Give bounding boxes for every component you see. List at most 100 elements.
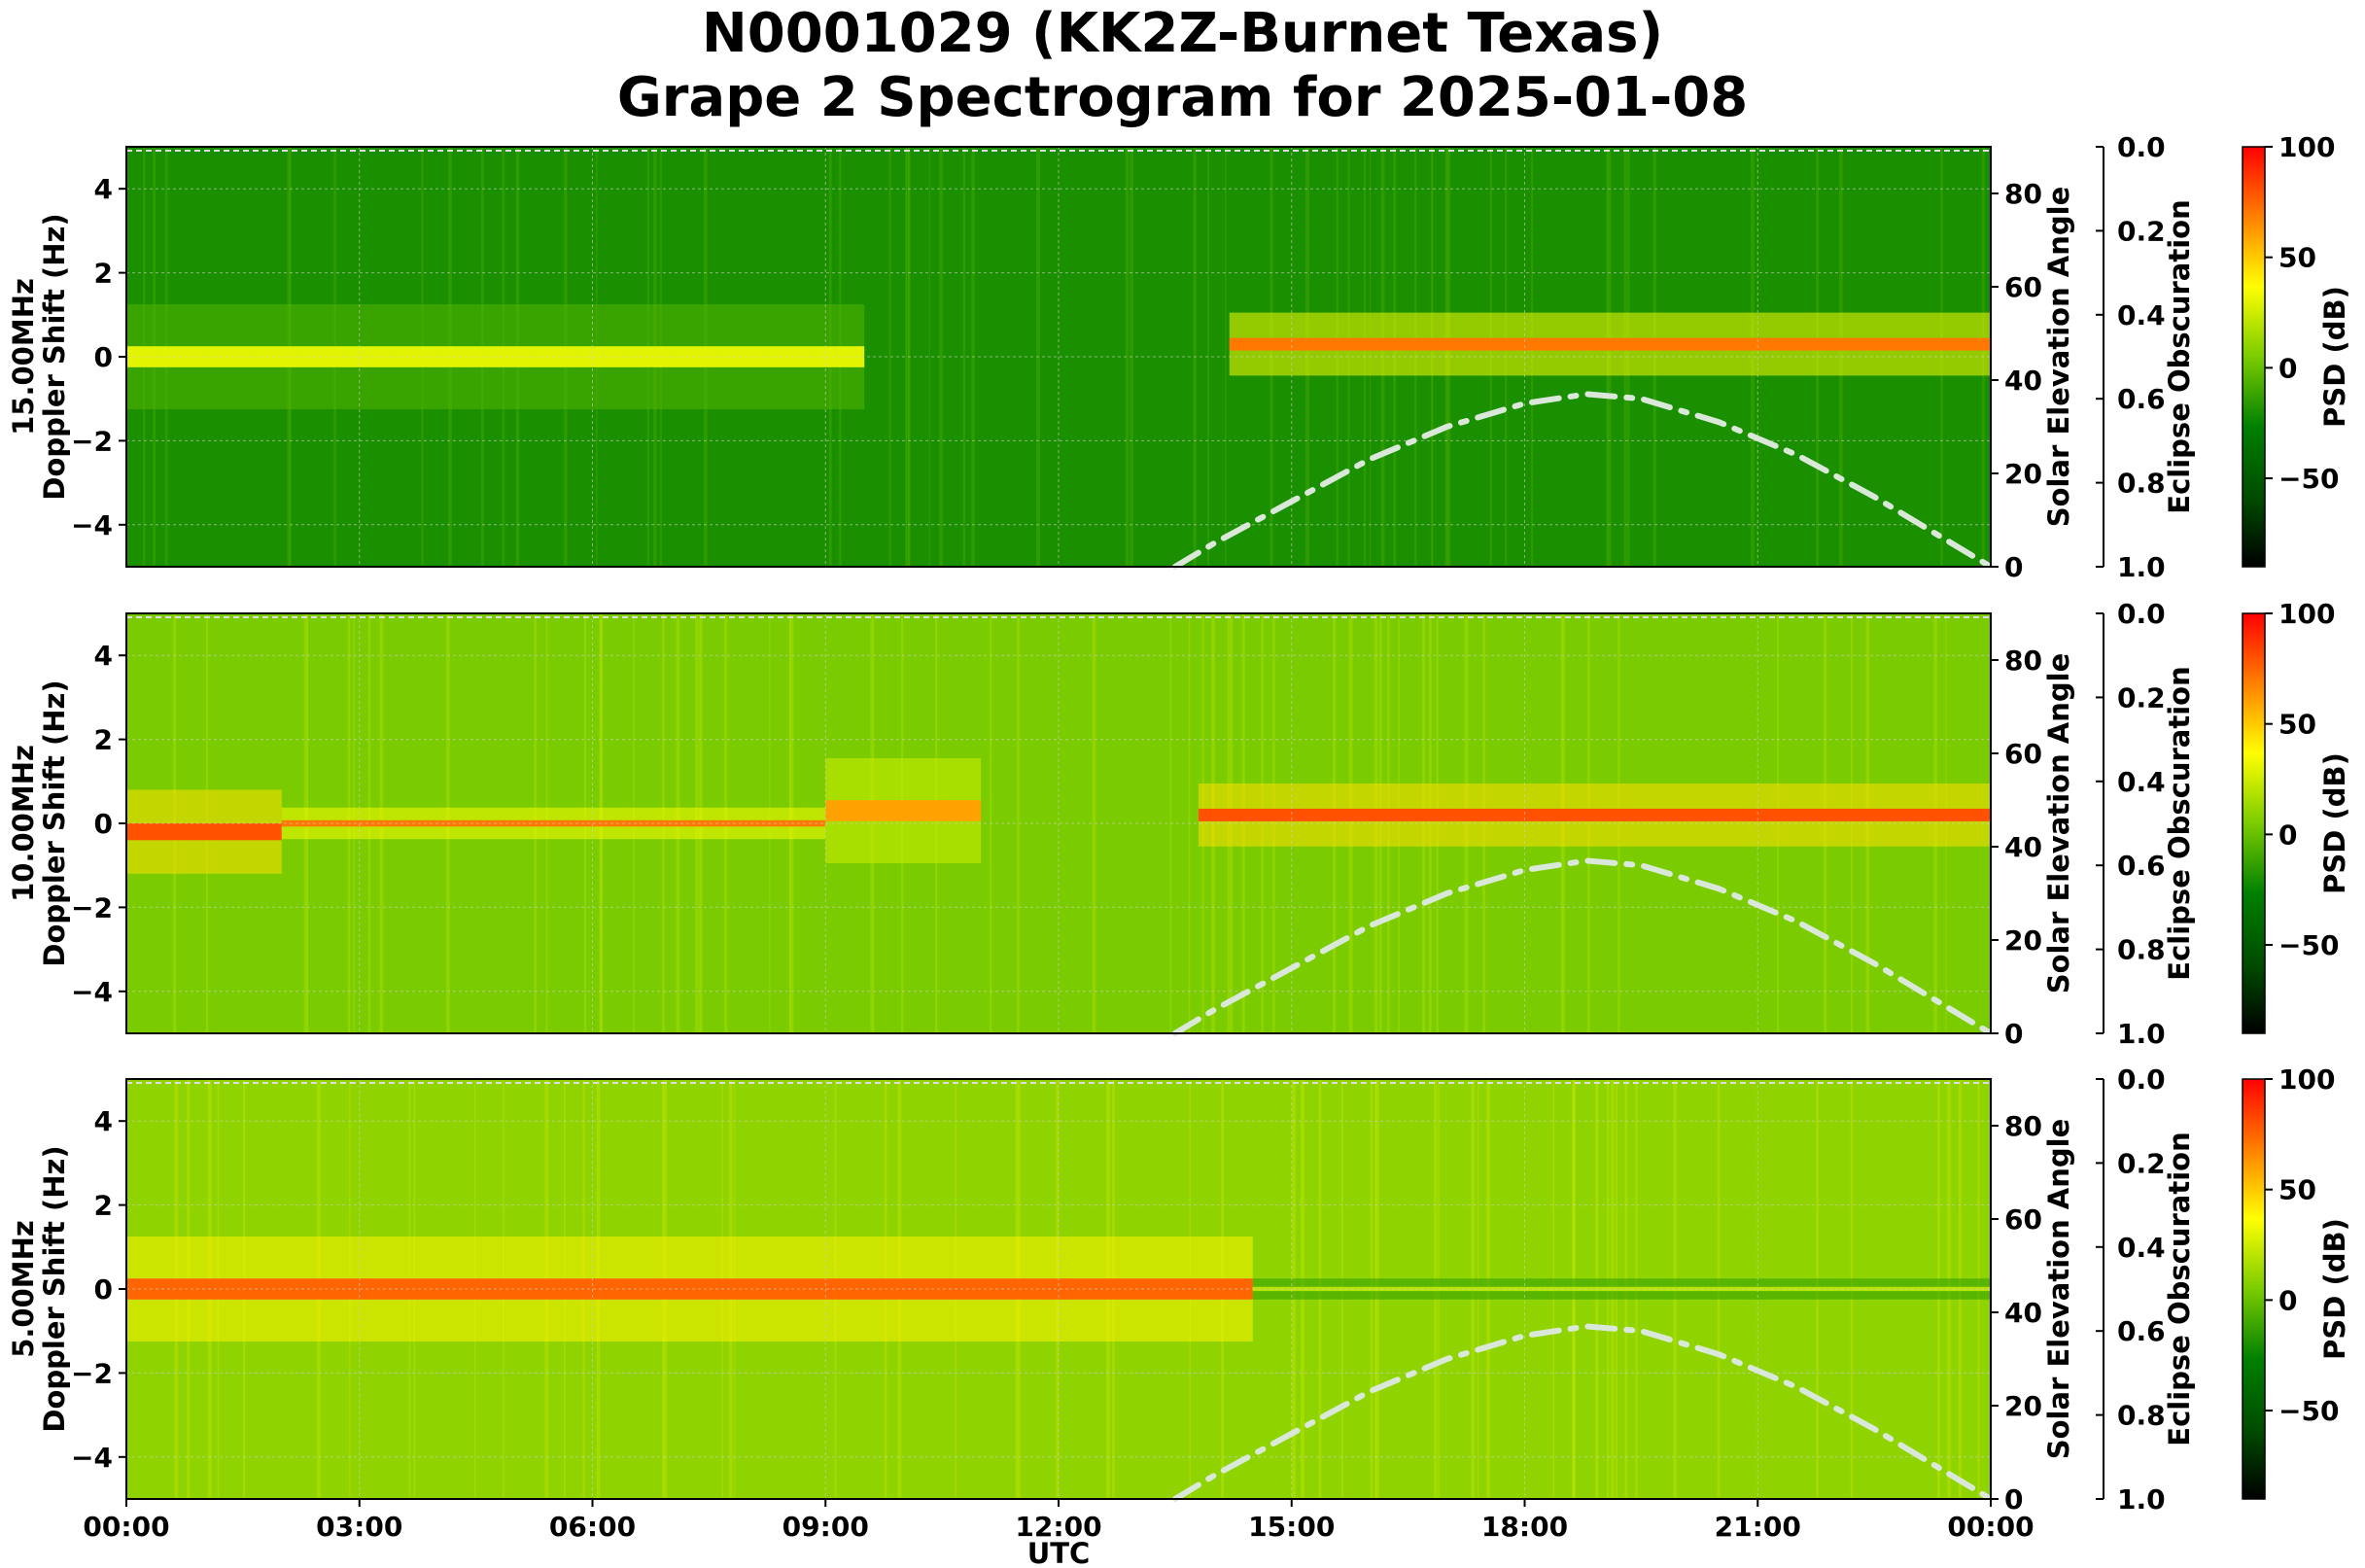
colorbar-tick-label: 50	[2278, 1174, 2316, 1206]
colorbar-label: PSD (dB)	[2318, 286, 2351, 428]
colorbar	[2242, 612, 2266, 1034]
eclipse-tick-label: 0.8	[2117, 468, 2166, 500]
eclipse-tick-label: 0.0	[2117, 1063, 2166, 1096]
spectrogram-streak	[1017, 613, 1020, 1033]
y-tick-label: −2	[71, 1357, 113, 1389]
eclipse-tick-label: 0.2	[2117, 681, 2166, 714]
solar-elevation-label: Solar Elevation Angle	[2042, 653, 2075, 994]
x-tick-label: 00:00	[83, 1511, 169, 1543]
colorbar	[2242, 146, 2266, 568]
solar-elevation-curve	[1171, 391, 1994, 570]
colorbar-label: PSD (dB)	[2318, 752, 2351, 894]
x-tick-label: 06:00	[549, 1511, 636, 1543]
carrier-trace	[126, 823, 282, 841]
colorbar-tick-label: 0	[2278, 352, 2297, 384]
eclipse-tick-label: 0.2	[2117, 1147, 2166, 1179]
chart-title: N0001029 (KK2Z-Burnet Texas) Grape 2 Spe…	[0, 2, 2365, 130]
y-tick-label: −2	[71, 425, 113, 457]
elevation-tick-label: 80	[2004, 178, 2042, 210]
doppler-axis-label: Doppler Shift (Hz)	[38, 213, 71, 500]
colorbar-tick-label: 50	[2278, 242, 2316, 274]
y-tick-label: 0	[94, 341, 113, 373]
spectrogram-streak	[888, 147, 891, 567]
x-tick-label: 15:00	[1248, 1511, 1335, 1543]
colorbar-tick-label: 100	[2278, 131, 2335, 163]
eclipse-tick-label: 0.0	[2117, 598, 2166, 630]
elevation-tick-label: 80	[2004, 1110, 2042, 1142]
colorbar-tick-label: −50	[2278, 463, 2339, 495]
spectrogram-streak	[1092, 613, 1096, 1033]
elevation-tick-label: 60	[2004, 271, 2042, 303]
eclipse-tick-label: 1.0	[2117, 1483, 2166, 1516]
chart-title-line-2: Grape 2 Spectrogram for 2025-01-08	[616, 66, 1749, 129]
colorbar-tick-label: 0	[2278, 1284, 2297, 1316]
eclipse-tick-label: 0.8	[2117, 934, 2166, 966]
colorbar-tick-label: −50	[2278, 1395, 2339, 1427]
chart-title-line-1: N0001029 (KK2Z-Burnet Texas)	[701, 2, 1664, 65]
elevation-tick-label: 40	[2004, 1297, 2042, 1329]
eclipse-tick-label: 0.4	[2117, 766, 2166, 798]
spectrogram-streak	[928, 147, 930, 567]
elevation-tick-label: 20	[2004, 458, 2042, 490]
spectrogram-streak	[1207, 147, 1209, 567]
carrier-trace	[825, 800, 982, 821]
solar-elevation-label: Solar Elevation Angle	[2042, 187, 2075, 528]
elevation-tick-label: 40	[2004, 831, 2042, 863]
elevation-tick-label: 80	[2004, 645, 2042, 677]
x-tick-label: 21:00	[1715, 1511, 1801, 1543]
eclipse-tick-label: 0.6	[2117, 1315, 2166, 1347]
doppler-axis-label: Doppler Shift (Hz)	[38, 1145, 71, 1432]
y-tick-label: −2	[71, 891, 113, 923]
panel-frequency-label: 10.00MHz	[7, 745, 40, 902]
eclipse-tick-label: 0.6	[2117, 850, 2166, 882]
eclipse-tick-label: 0.8	[2117, 1400, 2166, 1432]
x-tick-label: 12:00	[1015, 1511, 1101, 1543]
x-axis: 00:00 03:00 06:00 09:00 12:00 15:00 18:00 21:00…	[83, 1499, 2035, 1568]
elevation-tick-label: 0	[2004, 551, 2023, 583]
colorbar-tick-label: −50	[2278, 929, 2339, 961]
doppler-axis-label: Doppler Shift (Hz)	[38, 679, 71, 966]
eclipse-tick-label: 0.6	[2117, 383, 2166, 415]
carrier-trace	[1198, 808, 1991, 821]
eclipse-obscuration-label: Eclipse Obscuration	[2163, 199, 2196, 513]
spectrogram-streak	[905, 147, 907, 567]
eclipse-tick-label: 1.0	[2117, 551, 2166, 583]
carrier-trace	[1229, 337, 1991, 351]
eclipse-tick-label: 0.4	[2117, 1232, 2166, 1264]
y-tick-label: 2	[94, 258, 113, 290]
y-tick-label: −4	[71, 1442, 113, 1474]
y-tick-label: 2	[94, 1190, 113, 1222]
eclipse-obscuration-label: Eclipse Obscuration	[2163, 666, 2196, 980]
y-tick-label: 4	[94, 1105, 113, 1137]
y-tick-label: 4	[94, 640, 113, 672]
eclipse-tick-label: 0.4	[2117, 299, 2166, 331]
elevation-tick-label: 20	[2004, 924, 2042, 957]
x-axis-label: UTC	[1027, 1537, 1091, 1568]
eclipse-obscuration-label: Eclipse Obscuration	[2163, 1132, 2196, 1446]
solar-elevation-label: Solar Elevation Angle	[2042, 1119, 2075, 1460]
y-tick-label: 2	[94, 724, 113, 756]
carrier-trace	[126, 1278, 1253, 1300]
elevation-tick-label: 60	[2004, 738, 2042, 770]
y-tick-label: −4	[71, 976, 113, 1008]
x-tick-label: 00:00	[1947, 1511, 2034, 1543]
spectrogram-streak	[962, 147, 966, 567]
elevation-tick-label: 0	[2004, 1018, 2023, 1050]
y-tick-label: −4	[71, 509, 113, 541]
elevation-tick-label: 0	[2004, 1483, 2023, 1516]
y-tick-label: 4	[94, 173, 113, 205]
x-tick-label: 09:00	[783, 1511, 869, 1543]
spectrogram-streak	[1125, 147, 1130, 567]
elevation-tick-label: 40	[2004, 365, 2042, 397]
spectrogram-streak	[939, 147, 943, 567]
panel-frequency-label: 5.00MHz	[7, 1220, 40, 1358]
colorbar-tick-label: 100	[2278, 598, 2335, 630]
elevation-tick-label: 20	[2004, 1390, 2042, 1422]
colorbar-tick-label: 100	[2278, 1063, 2335, 1096]
colorbar-label: PSD (dB)	[2318, 1218, 2351, 1360]
colorbar-tick-label: 50	[2278, 709, 2316, 741]
x-tick-label: 18:00	[1481, 1511, 1568, 1543]
